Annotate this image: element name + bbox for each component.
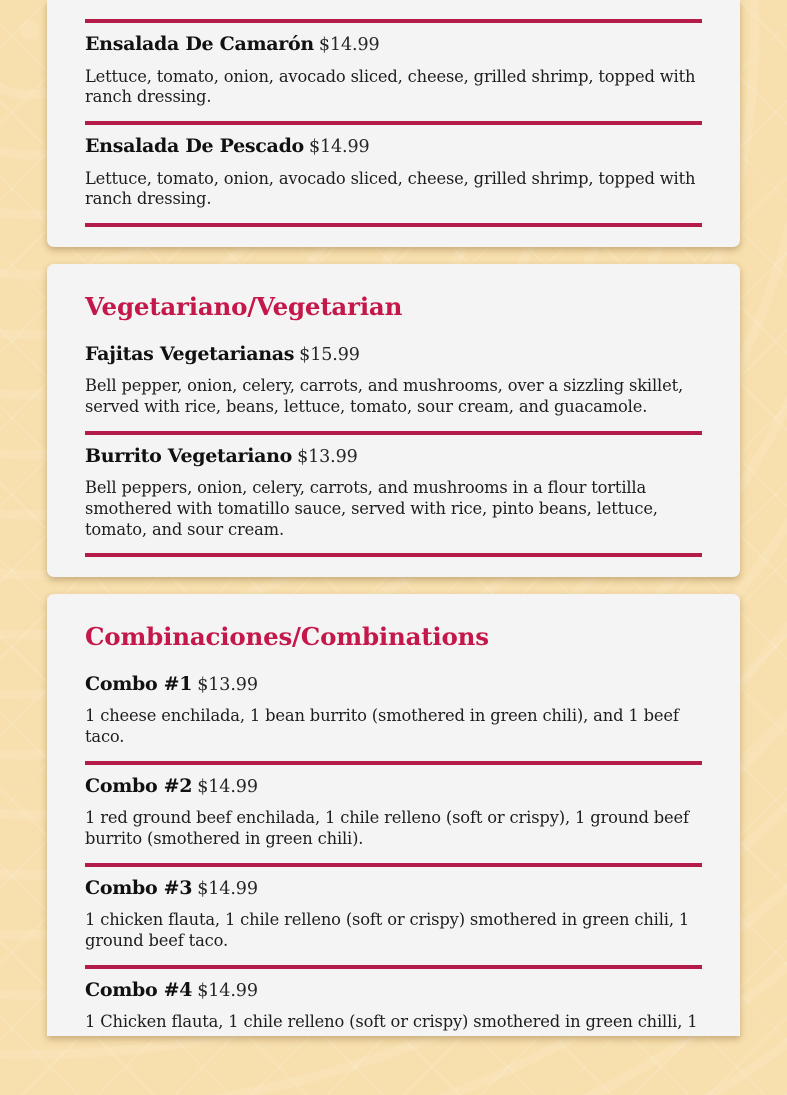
item-divider (85, 964, 702, 969)
menu-item-name: Ensalada De Pescado (85, 134, 304, 157)
menu-item-price: $13.99 (297, 446, 358, 467)
menu-item-description: Lettuce, tomato, onion, avocado sliced, … (85, 66, 696, 107)
menu-item-price: $13.99 (197, 674, 258, 695)
card-bottom-padding (85, 557, 702, 577)
item-divider (85, 222, 702, 227)
menu-item-header: Fajitas Vegetarianas $15.99 (85, 333, 702, 369)
item-divider (85, 553, 702, 558)
menu-item[interactable]: Combo #1 $13.99 1 cheese enchilada, 1 bea… (85, 663, 702, 765)
menu-section-card: and your choice of shredded chicken, shr… (47, 0, 740, 247)
menu-item-name: Combo #1 (85, 672, 193, 695)
menu-item-header: Ensalada De Camarón $14.99 (85, 23, 702, 59)
menu-item-description: 1 cheese enchilada, 1 bean burrito (smot… (85, 706, 679, 747)
menu-section-card: Vegetariano/Vegetarian Fajitas Vegetaria… (47, 263, 740, 578)
card-bottom-padding (85, 227, 702, 247)
menu-item[interactable]: Combo #2 $14.99 1 red ground beef enchila… (85, 765, 702, 867)
menu-item-header: Combo #2 $14.99 (85, 765, 702, 801)
menu-item[interactable]: Ensalada De Camarón $14.99 Lettuce, tomat… (85, 23, 702, 125)
menu-item[interactable]: Burrito Vegetariano $13.99 Bell peppers, … (85, 435, 702, 558)
menu-item-name: Combo #4 (85, 978, 193, 1001)
menu-section-card: Combinaciones/Combinations Combo #1 $13.9… (47, 594, 740, 1036)
menu-item-header: Combo #1 $13.99 (85, 663, 702, 699)
item-divider (85, 19, 702, 23)
menu-item-name: Ensalada De Camarón (85, 33, 314, 55)
menu-item-header: Combo #3 $14.99 (85, 867, 702, 903)
menu-item-name: Fajitas Vegetarianas (85, 342, 295, 365)
menu-item-price: $14.99 (197, 980, 258, 1001)
menu-item-description: Lettuce, tomato, onion, avocado sliced, … (85, 168, 696, 209)
menu-item-price: $14.99 (197, 878, 258, 899)
menu-item-header: Burrito Vegetariano $13.99 (85, 435, 702, 471)
item-divider (85, 430, 702, 435)
menu-item-name: Burrito Vegetariano (85, 444, 293, 467)
menu-item[interactable]: Fajitas Vegetarianas $15.99 Bell pepper, … (85, 333, 702, 435)
item-divider (85, 120, 702, 125)
menu-item-header: Ensalada De Pescado $14.99 (85, 125, 702, 161)
menu-item[interactable]: Combo #4 $14.99 1 Chicken flauta, 1 chile… (85, 969, 702, 1036)
menu-item-description: 1 Chicken flauta, 1 chile relleno (soft … (85, 1012, 698, 1032)
menu-item-price: $14.99 (197, 776, 258, 797)
menu-item-description: 1 chicken flauta, 1 chile relleno (soft … (85, 910, 690, 951)
menu-item-price: $14.99 (318, 35, 380, 55)
section-heading: Combinaciones/Combinations (85, 622, 489, 652)
menu-item-description: Bell pepper, onion, celery, carrots, and… (85, 376, 683, 416)
menu-item[interactable]: Ensalada De Pescado $14.99 Lettuce, tomat… (85, 125, 702, 227)
menu-item[interactable]: Combo #3 $14.99 1 chicken flauta, 1 chile… (85, 867, 702, 969)
section-heading: Vegetariano/Vegetarian (85, 291, 403, 321)
item-divider (85, 760, 702, 765)
menu-item-price: $15.99 (299, 344, 360, 365)
menu-item-description: 1 red ground beef enchilada, 1 chile rel… (85, 808, 689, 849)
menu-item-header: Combo #4 $14.99 (85, 969, 702, 1005)
menu-item-name: Combo #3 (85, 876, 193, 899)
item-divider (85, 862, 702, 867)
menu-item-description: Bell peppers, onion, celery, carrots, an… (85, 478, 658, 539)
menu-item-price: $14.99 (308, 136, 370, 157)
menu-item-name: Combo #2 (85, 774, 193, 797)
